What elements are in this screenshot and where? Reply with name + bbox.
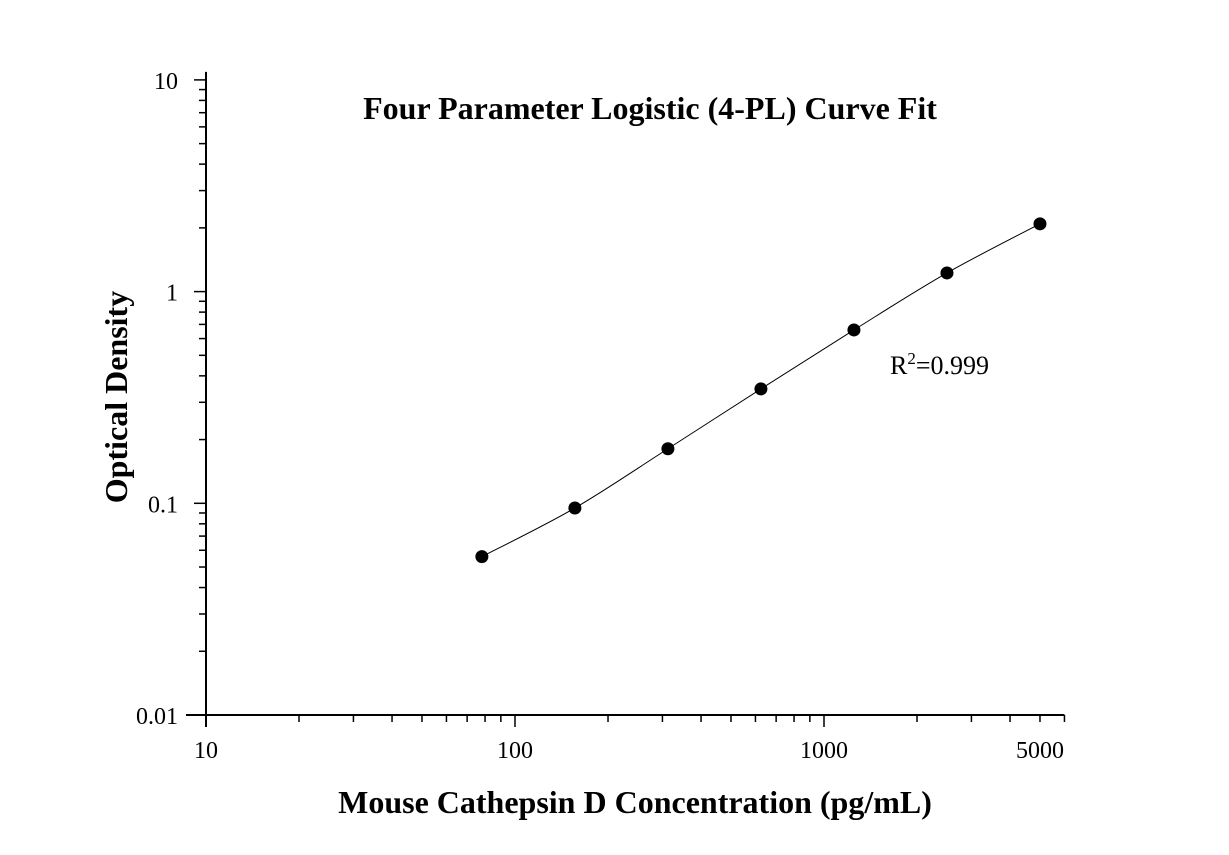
data-point bbox=[847, 323, 861, 337]
x-tick-label: 5000 bbox=[1016, 738, 1064, 764]
y-tick-label: 10 bbox=[154, 69, 178, 95]
x-tick-label: 10 bbox=[194, 738, 218, 764]
data-points bbox=[475, 217, 1047, 564]
y-tick-label: 0.01 bbox=[136, 704, 178, 730]
r-squared-value: =0.999 bbox=[916, 351, 989, 380]
r-squared-prefix: R bbox=[890, 351, 908, 380]
y-axis-label: Optical Density bbox=[98, 291, 134, 503]
tick-labels: 10 100 1000 5000 0.01 0.1 1 10 bbox=[136, 69, 1064, 764]
data-point bbox=[475, 550, 489, 564]
x-tick-label: 100 bbox=[497, 738, 533, 764]
data-point bbox=[661, 442, 675, 456]
x-tick-label: 1000 bbox=[800, 738, 848, 764]
axes bbox=[186, 71, 1066, 727]
chart-title: Four Parameter Logistic (4-PL) Curve Fit bbox=[363, 90, 937, 126]
y-tick-label: 0.1 bbox=[148, 492, 178, 518]
y-tick-label: 1 bbox=[166, 281, 178, 307]
r-squared-annotation: R2=0.999 bbox=[890, 349, 989, 380]
data-point bbox=[568, 501, 582, 515]
r-squared-sup: 2 bbox=[907, 349, 916, 368]
data-point bbox=[1033, 217, 1047, 231]
x-axis-label: Mouse Cathepsin D Concentration (pg/mL) bbox=[338, 784, 932, 820]
data-point bbox=[754, 382, 768, 396]
data-point bbox=[940, 266, 954, 280]
